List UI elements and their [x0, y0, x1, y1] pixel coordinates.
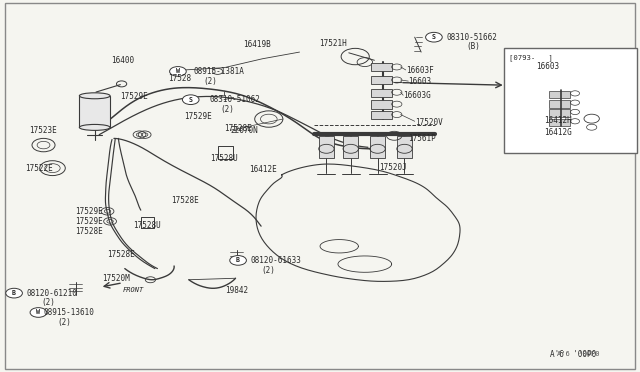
Bar: [549, 91, 570, 98]
Bar: [371, 111, 392, 119]
Text: FRONT: FRONT: [123, 287, 144, 293]
Text: 16419B: 16419B: [243, 40, 271, 49]
Text: (B): (B): [466, 42, 480, 51]
Bar: [370, 136, 385, 158]
Text: 17528E: 17528E: [172, 196, 199, 205]
Text: 16412H: 16412H: [544, 116, 572, 125]
Bar: [371, 100, 392, 109]
Text: 17529E: 17529E: [76, 207, 103, 216]
Text: 17520M: 17520M: [102, 274, 130, 283]
Text: 19842: 19842: [225, 286, 248, 295]
Text: B: B: [236, 257, 240, 263]
Text: [0793-   ]: [0793- ]: [509, 54, 553, 61]
Bar: [371, 89, 392, 97]
Text: 08120-61633: 08120-61633: [251, 256, 301, 265]
Text: 08120-61210: 08120-61210: [27, 289, 77, 298]
Text: 17529E: 17529E: [120, 92, 148, 101]
Bar: [397, 136, 412, 158]
Text: (2): (2): [261, 266, 275, 275]
Text: 17528E: 17528E: [76, 227, 103, 236]
Text: 17522E: 17522E: [26, 164, 53, 173]
Text: A'6  '00P0: A'6 '00P0: [557, 351, 599, 357]
Text: 17528E: 17528E: [224, 124, 252, 133]
Bar: [549, 100, 570, 108]
Text: 08915-13610: 08915-13610: [44, 308, 94, 317]
Bar: [319, 136, 334, 158]
Bar: [371, 63, 392, 71]
Text: (2): (2): [221, 105, 235, 114]
Text: S: S: [189, 97, 193, 103]
Text: 17520J: 17520J: [379, 163, 406, 172]
Text: 16603F: 16603F: [406, 66, 433, 75]
Circle shape: [6, 288, 22, 298]
Circle shape: [230, 256, 246, 265]
Bar: [371, 76, 392, 84]
Text: (2): (2): [204, 77, 218, 86]
Ellipse shape: [79, 124, 110, 130]
Bar: [504, 48, 637, 153]
Circle shape: [30, 308, 47, 317]
Circle shape: [182, 95, 199, 105]
Bar: [343, 136, 358, 158]
Text: W: W: [36, 310, 40, 315]
Text: (2): (2): [42, 298, 56, 307]
Text: 17561P: 17561P: [408, 134, 436, 143]
Bar: [549, 119, 570, 126]
Bar: [549, 109, 570, 117]
Text: 08915-1381A: 08915-1381A: [193, 67, 244, 76]
Text: B: B: [12, 290, 16, 296]
Text: 16412G: 16412G: [544, 128, 572, 137]
Text: 16400: 16400: [111, 56, 134, 65]
Text: A'6  '00P0: A'6 '00P0: [550, 350, 596, 359]
Circle shape: [426, 32, 442, 42]
Text: 17528: 17528: [168, 74, 191, 83]
Text: (2): (2): [58, 318, 72, 327]
Ellipse shape: [79, 93, 110, 99]
Text: 16412E: 16412E: [250, 165, 277, 174]
Text: W: W: [176, 68, 180, 74]
Text: 16603G: 16603G: [403, 92, 431, 100]
Text: 17529E: 17529E: [76, 217, 103, 226]
Text: 17528U: 17528U: [210, 154, 237, 163]
Text: 17528E: 17528E: [108, 250, 135, 259]
Text: 22670N: 22670N: [230, 126, 258, 135]
Text: 08310-51662: 08310-51662: [447, 33, 497, 42]
Text: 17520V: 17520V: [415, 118, 442, 126]
Circle shape: [170, 67, 186, 76]
Text: 16603: 16603: [408, 77, 431, 86]
Text: 17523E: 17523E: [29, 126, 56, 135]
Bar: [79, 96, 110, 127]
Text: 16603: 16603: [536, 62, 559, 71]
Text: 17529E: 17529E: [184, 112, 212, 121]
Text: 17521H: 17521H: [319, 39, 346, 48]
Text: 08310-51062: 08310-51062: [210, 95, 260, 104]
Text: S: S: [432, 34, 436, 40]
Text: 17528U: 17528U: [133, 221, 161, 230]
